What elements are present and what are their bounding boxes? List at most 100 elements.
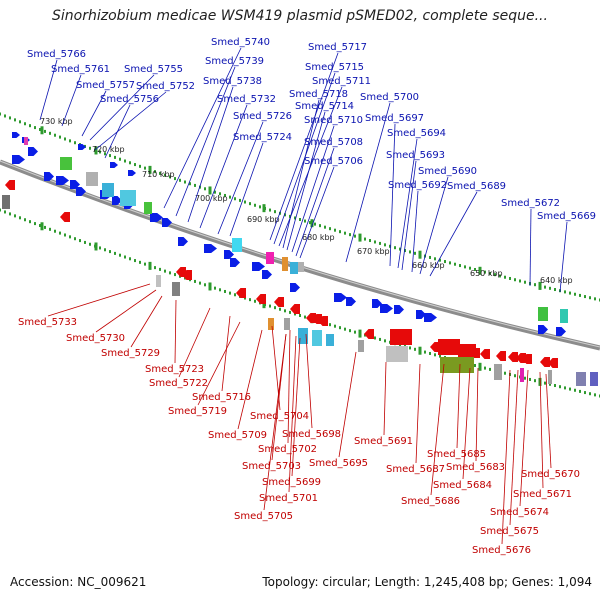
forward-gene-arrow [56,176,69,185]
tick-mark [244,296,246,300]
tick-mark [19,216,21,220]
tick-mark [274,306,276,310]
leader-line [199,104,248,229]
gene-cluster-box [102,183,114,197]
tick-mark [134,163,136,167]
reverse-gene-arrow [256,294,266,304]
forward-gene-label: Smed_5726 [233,111,292,122]
leader-line [217,121,264,235]
tick-mark [219,192,221,196]
tick-mark [129,257,131,261]
tick-mark [299,218,301,221]
leader-line [278,86,343,247]
forward-gene-arrow [110,162,118,168]
leader-line [94,91,167,151]
gene-cluster-box [386,346,408,362]
tick-mark [349,329,351,333]
gene-cluster-box [576,372,586,386]
leader-line [288,335,297,493]
forward-gene-arrow [150,213,163,222]
forward-gene-arrow [252,262,265,271]
tick-mark [69,235,71,239]
gene-cluster-box [284,318,290,330]
forward-gene-label: Smed_5718 [289,89,348,100]
tick-mark [334,228,336,232]
gene-cluster-box [290,262,298,274]
tick-mark [334,324,336,328]
gene-cluster-box [358,340,364,352]
leader-line [545,373,552,469]
tick-mark [109,250,111,254]
forward-gene-arrow [128,170,136,176]
forward-gene-arrow [556,327,566,336]
tick-mark [404,249,406,253]
major-tick [358,233,362,242]
forward-gene-label: Smed_5724 [233,132,292,143]
gene-cluster-box [494,364,502,380]
gene-cluster-box [172,282,180,296]
tick-mark [549,286,551,290]
gene-labels: Smed_5766 Smed_5761 Smed_5757 Smed_5755 Smed… [18,37,596,556]
leader-line [295,147,335,257]
tick-mark [529,377,531,381]
major-tick [40,222,44,231]
tick-mark [584,295,586,299]
tick-mark [279,307,281,311]
forward-gene-arrow [78,144,86,150]
leader-line [291,125,335,253]
gene-cluster-box [440,357,474,373]
leader-line [197,321,241,406]
forward-gene-label: Smed_5690 [418,166,477,177]
tick-mark [224,193,226,197]
leader-line [299,166,335,259]
leader-line [61,74,82,127]
major-tick [148,165,152,174]
tick-mark [564,386,566,390]
tick-mark [24,122,26,126]
forward-gene-arrow [178,237,188,246]
tick-mark [34,126,36,130]
leader-line [229,142,264,237]
tick-mark [594,297,596,301]
tick-mark [484,366,486,370]
tick-mark [44,225,46,229]
gene-cluster-box [560,309,568,323]
reverse-gene-arrow [290,304,300,314]
tick-mark [4,210,6,214]
reverse-gene-label: Smed_5699 [262,477,321,488]
reverse-gene-arrow [236,288,246,298]
tick-mark [244,200,246,204]
tick-mark [309,221,311,225]
tick-mark [504,275,506,279]
forward-gene-label: Smed_5708 [304,137,363,148]
tick-mark [14,118,16,122]
tick-mark [44,129,46,133]
tick-mark [324,225,326,229]
tick-mark [144,166,146,170]
tick-mark [454,262,456,266]
tick-mark [79,239,81,243]
tick-mark [184,180,186,184]
tick-mark [434,257,436,261]
tick-mark [274,210,276,214]
tick-mark [459,264,461,268]
leader-line [89,74,155,141]
reverse-gene-arrow [508,352,518,362]
reverse-gene-label: Smed_5716 [192,392,251,403]
forward-gene-label: Smed_5711 [312,76,371,87]
scale-label: 670 kbp [357,247,390,256]
tick-mark [239,198,241,202]
tick-mark [14,214,16,218]
leader-line [221,315,231,392]
major-tick [262,300,266,309]
tick-mark [399,343,401,347]
reverse-gene-label: Smed_5704 [250,411,309,422]
tick-mark [174,273,176,277]
tick-mark [464,265,466,269]
tick-mark [439,354,441,358]
leader-line [519,369,529,507]
tick-mark [284,309,286,313]
tick-mark [119,253,121,257]
tick-mark [129,161,131,165]
